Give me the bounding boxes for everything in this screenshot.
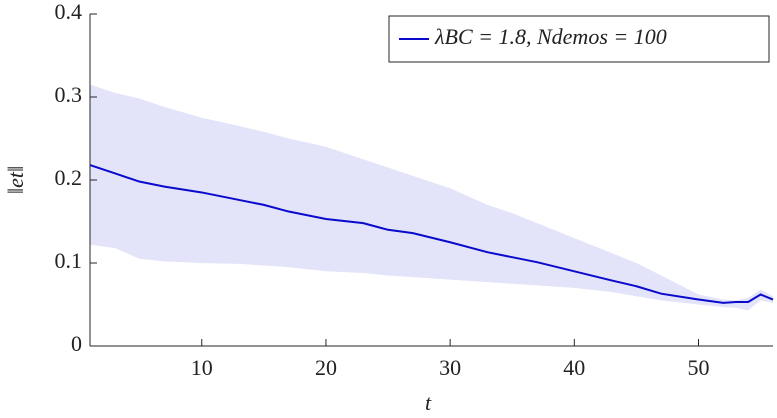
x-tick-label: 40 [563, 355, 585, 380]
x-tick-label: 50 [687, 355, 709, 380]
x-tick-label: 20 [315, 355, 337, 380]
x-tick-label: 30 [439, 355, 461, 380]
x-axis-label: t [425, 390, 432, 415]
x-tick-label: 10 [191, 355, 213, 380]
y-tick-label: 0.1 [55, 248, 83, 273]
mean-line [89, 164, 774, 304]
confidence-band [90, 84, 773, 311]
y-tick-label: 0.3 [55, 82, 83, 107]
legend-box [388, 15, 770, 63]
y-tick-label: 0 [71, 331, 82, 356]
legend-label: λBC = 1.8, Ndemos = 100 [434, 24, 667, 49]
y-tick-label: 0.2 [55, 165, 83, 190]
y-axis-label: ‖et‖ [3, 166, 28, 194]
y-tick-label: 0.4 [55, 0, 83, 24]
